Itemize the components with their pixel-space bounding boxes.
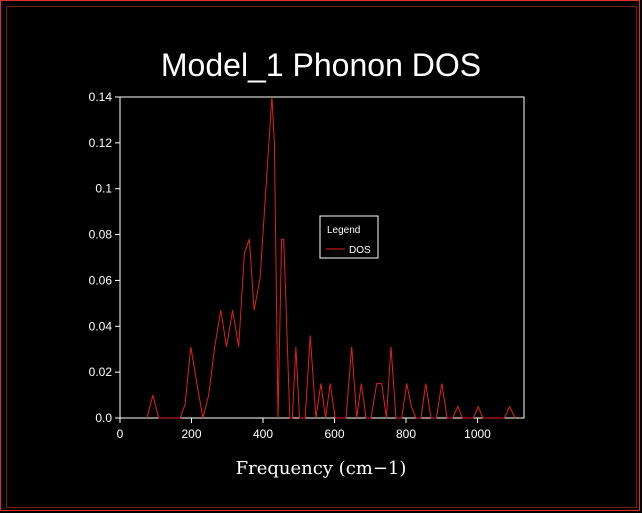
x-tick-label: 200: [181, 427, 201, 441]
x-tick-label: 1000: [464, 427, 491, 441]
x-tick-label: 600: [324, 427, 344, 441]
legend-title: Legend: [327, 225, 360, 236]
y-tick-label: 0.12: [89, 136, 113, 150]
y-axis: 0.0 0.02 0.04 0.06 0.08 0.1 0.12 0.14: [89, 90, 120, 425]
plot-area: [119, 96, 525, 419]
x-tick-label: 400: [253, 427, 273, 441]
x-tick-label: 0: [117, 427, 124, 441]
legend-box: [319, 215, 379, 259]
chart-title: Model_1 Phonon DOS: [161, 47, 481, 83]
legend: Legend DOS: [319, 215, 379, 259]
y-tick-label: 0.06: [89, 273, 113, 287]
window-inner-frame: [6, 6, 637, 508]
series-dos-line: [146, 96, 516, 419]
y-tick-label: 0.1: [95, 182, 112, 196]
y-tick-label: 0.02: [89, 365, 113, 379]
y-tick-label: 0.04: [89, 319, 113, 333]
x-axis-label: Frequency (cm−1): [236, 458, 407, 479]
y-tick-label: 0.08: [89, 228, 113, 242]
x-axis: 0 200 400 600 800 1000: [117, 418, 491, 441]
legend-label-dos: DOS: [349, 245, 371, 256]
x-tick-label: 800: [396, 427, 416, 441]
y-tick-label: 0.14: [89, 90, 113, 104]
y-tick-label: 0.0: [95, 411, 112, 425]
